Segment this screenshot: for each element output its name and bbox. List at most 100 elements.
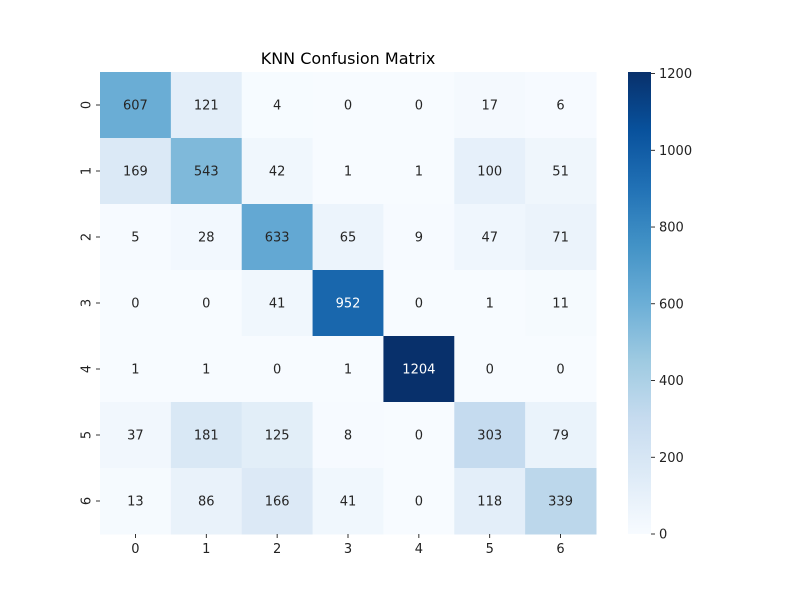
heatmap-cell bbox=[312, 204, 384, 271]
y-tick-label: 5 bbox=[80, 431, 95, 439]
heatmap-cell bbox=[383, 270, 455, 337]
cell-value-label: 303 bbox=[477, 429, 502, 444]
cell-value-label: 41 bbox=[269, 297, 286, 312]
cell-value-label: 13 bbox=[127, 495, 144, 510]
heatmap-cell bbox=[383, 402, 455, 469]
cell-value-label: 1 bbox=[131, 363, 139, 378]
colorbar-tick-label: 0 bbox=[659, 528, 667, 543]
y-tick-label: 2 bbox=[80, 233, 95, 241]
cell-value-label: 79 bbox=[552, 429, 569, 444]
heatmap-cell bbox=[383, 468, 455, 535]
heatmap-cell bbox=[100, 402, 172, 469]
cell-value-label: 952 bbox=[336, 297, 361, 312]
heatmap-cell bbox=[525, 204, 597, 271]
heatmap-cell bbox=[170, 336, 243, 403]
heatmap-cell bbox=[383, 204, 455, 271]
heatmap-cell bbox=[312, 468, 384, 535]
cell-value-label: 607 bbox=[123, 99, 148, 114]
cell-value-label: 17 bbox=[481, 99, 498, 114]
cell-value-label: 181 bbox=[194, 429, 219, 444]
cell-value-label: 0 bbox=[415, 99, 423, 114]
colorbar-tick-label: 200 bbox=[659, 451, 684, 466]
cell-value-label: 166 bbox=[265, 495, 290, 510]
x-tick-label: 0 bbox=[131, 542, 139, 557]
heatmap-cell bbox=[241, 270, 314, 337]
cell-value-label: 1 bbox=[344, 363, 352, 378]
cell-value-label: 51 bbox=[552, 165, 569, 180]
cell-value-label: 6 bbox=[556, 99, 564, 114]
cell-value-label: 0 bbox=[486, 363, 494, 378]
heatmap-cell bbox=[454, 204, 526, 271]
heatmap-cell bbox=[241, 72, 314, 139]
heatmap-cell bbox=[525, 402, 597, 469]
cell-value-label: 1 bbox=[415, 165, 423, 180]
heatmap-cell bbox=[170, 468, 243, 535]
heatmap-cell bbox=[454, 402, 526, 469]
heatmap-cell bbox=[170, 138, 243, 205]
cell-value-label: 121 bbox=[194, 99, 219, 114]
cell-value-label: 86 bbox=[198, 495, 215, 510]
colorbar-tick-label: 1000 bbox=[659, 144, 692, 159]
cell-value-label: 1 bbox=[202, 363, 210, 378]
heatmap-cell bbox=[525, 270, 597, 337]
heatmap-cell bbox=[170, 204, 243, 271]
heatmap-cell bbox=[454, 336, 526, 403]
cell-value-label: 169 bbox=[123, 165, 148, 180]
y-tick-label: 6 bbox=[80, 497, 95, 505]
heatmap-cell bbox=[525, 72, 597, 139]
heatmap-cell bbox=[454, 138, 526, 205]
heatmap-cell bbox=[241, 138, 314, 205]
cell-value-label: 0 bbox=[556, 363, 564, 378]
x-tick-label: 2 bbox=[273, 542, 281, 557]
y-tick-label: 0 bbox=[80, 101, 95, 109]
colorbar-gradient bbox=[628, 72, 651, 534]
colorbar-tick-label: 400 bbox=[659, 374, 684, 389]
cell-value-label: 543 bbox=[194, 165, 219, 180]
y-tick-label: 1 bbox=[80, 167, 95, 175]
heatmap-cell bbox=[100, 138, 172, 205]
heatmap-cell bbox=[241, 402, 314, 469]
cell-value-label: 0 bbox=[415, 429, 423, 444]
heatmap-cell bbox=[241, 204, 314, 271]
cell-value-label: 37 bbox=[127, 429, 144, 444]
heatmap-cell bbox=[525, 138, 597, 205]
cell-value-label: 125 bbox=[265, 429, 290, 444]
heatmap-cell bbox=[170, 402, 243, 469]
y-tick-label: 4 bbox=[80, 365, 95, 373]
cell-value-label: 633 bbox=[265, 231, 290, 246]
heatmap-cell bbox=[312, 138, 384, 205]
heatmap-cell bbox=[100, 72, 172, 139]
heatmap-cell bbox=[241, 336, 314, 403]
cell-value-label: 65 bbox=[340, 231, 357, 246]
cell-value-label: 8 bbox=[344, 429, 352, 444]
cell-value-label: 118 bbox=[477, 495, 502, 510]
heatmap-cell bbox=[312, 402, 384, 469]
heatmap-cell bbox=[383, 138, 455, 205]
cell-value-label: 47 bbox=[481, 231, 498, 246]
x-tick-label: 1 bbox=[202, 542, 210, 557]
cell-value-label: 28 bbox=[198, 231, 215, 246]
x-tick-label: 3 bbox=[344, 542, 352, 557]
colorbar-tick-label: 600 bbox=[659, 297, 684, 312]
cell-value-label: 1204 bbox=[402, 363, 435, 378]
heatmap-cell bbox=[525, 468, 597, 535]
heatmap-cell bbox=[100, 204, 172, 271]
cell-value-label: 41 bbox=[340, 495, 357, 510]
heatmap-cell bbox=[100, 270, 172, 337]
x-tick-label: 6 bbox=[556, 542, 564, 557]
cell-value-label: 0 bbox=[273, 363, 281, 378]
cell-value-label: 42 bbox=[269, 165, 286, 180]
cell-value-label: 0 bbox=[344, 99, 352, 114]
heatmap-cell bbox=[312, 270, 384, 337]
heatmap-cell bbox=[241, 468, 314, 535]
heatmap-cell bbox=[454, 270, 526, 337]
cell-value-label: 11 bbox=[552, 297, 569, 312]
colorbar: 0 200 400 600 800 1000 1200 bbox=[628, 67, 692, 543]
heatmap-cell bbox=[170, 72, 243, 139]
heatmap-cell bbox=[383, 336, 455, 403]
heatmap-cell bbox=[312, 336, 384, 403]
cell-value-label: 1 bbox=[344, 165, 352, 180]
x-tick-label: 4 bbox=[415, 542, 423, 557]
